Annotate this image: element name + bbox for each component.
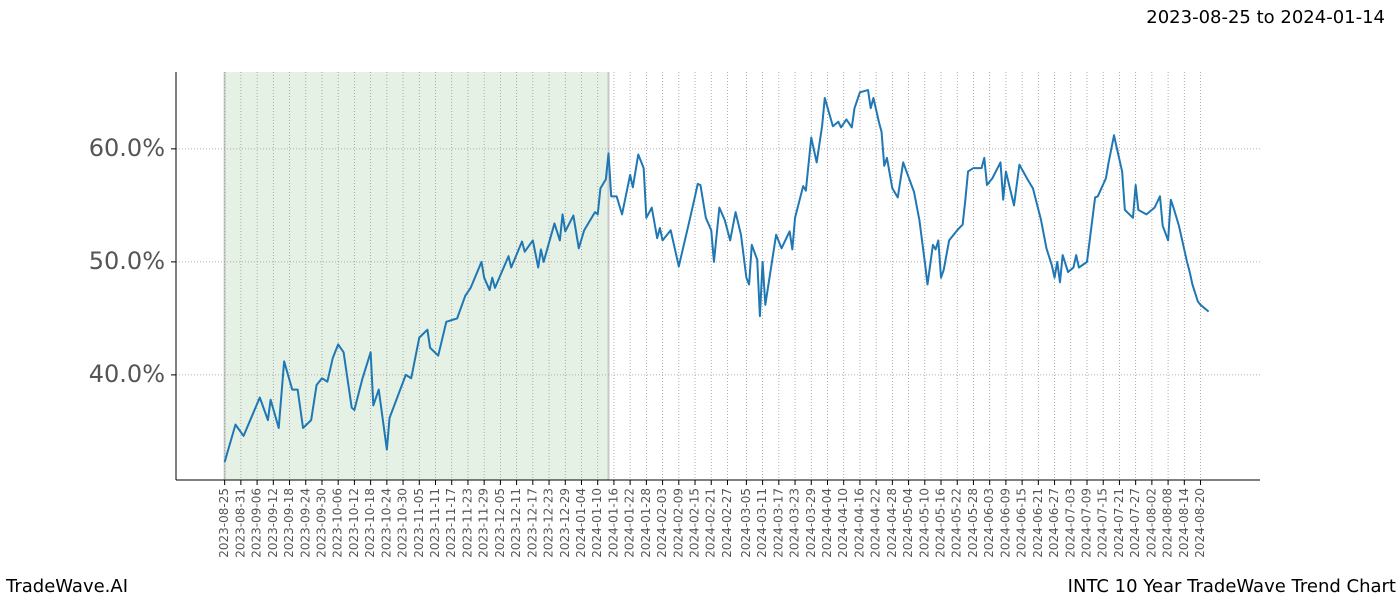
chart-title: 2023-08-25 to 2024-01-14	[1146, 7, 1385, 28]
data-layer	[223, 89, 1210, 463]
x-tick-label: 2024-06-03	[982, 488, 996, 558]
x-tick-label: 2024-07-21	[1112, 488, 1126, 558]
y-tick-label: 50.0%	[89, 247, 165, 275]
x-tick-label: 2024-05-28	[966, 488, 980, 558]
x-tick-label: 2024-07-09	[1079, 488, 1093, 558]
x-tick-label: 2023-08-25	[217, 488, 231, 558]
x-tick-label: 2023-10-30	[396, 488, 410, 558]
x-tick-label: 2023-10-06	[331, 488, 345, 558]
x-tick-label: 2024-01-04	[574, 488, 588, 558]
brand: TradeWave.AI	[5, 576, 128, 597]
x-tick-label: 2023-11-11	[428, 488, 442, 558]
x-tick-label: 2024-04-10	[836, 488, 850, 558]
x-tick-label: 2023-12-23	[542, 488, 556, 558]
x-tick-label: 2024-08-14	[1177, 488, 1191, 558]
x-tick-label: 2023-09-18	[282, 488, 296, 558]
x-tick-label: 2023-09-12	[266, 488, 280, 558]
x-tick-label: 2024-07-15	[1096, 488, 1110, 558]
x-tick-label: 2024-07-27	[1128, 488, 1142, 558]
x-tick-label: 2024-03-05	[739, 488, 753, 558]
x-tick-label: 2024-01-22	[623, 488, 637, 558]
trend-line	[223, 89, 1210, 463]
x-tick-label: 2024-02-21	[704, 488, 718, 558]
x-tick-label: 2024-05-10	[917, 488, 931, 558]
chart-caption: INTC 10 Year TradeWave Trend Chart	[1068, 576, 1396, 597]
background-layer	[223, 72, 610, 480]
x-tick-label: 2024-01-28	[639, 488, 653, 558]
x-tick-label: 2024-04-04	[820, 488, 834, 558]
x-tick-label: 2023-10-12	[347, 488, 361, 558]
x-tick-label: 2023-11-17	[444, 488, 458, 558]
x-tick-label: 2024-08-08	[1161, 488, 1175, 558]
x-tick-label: 2024-03-11	[755, 488, 769, 558]
x-tick-label: 2023-12-17	[525, 488, 539, 558]
x-tick-label: 2024-07-03	[1063, 488, 1077, 558]
x-tick-label: 2024-06-27	[1047, 488, 1061, 558]
x-tick-label: 2024-03-23	[788, 488, 802, 558]
x-tick-label: 2023-12-05	[493, 488, 507, 558]
x-tick-label: 2023-09-06	[250, 488, 264, 558]
x-tick-label: 2024-02-03	[655, 488, 669, 558]
x-tick-label: 2024-04-28	[885, 488, 899, 558]
x-tick-label: 2024-02-15	[688, 488, 702, 558]
y-tick-label: 40.0%	[89, 360, 165, 388]
x-tick-label: 2024-06-15	[1015, 488, 1029, 558]
x-tick-label: 2024-08-20	[1193, 488, 1207, 558]
x-tick-label: 2023-09-30	[314, 488, 328, 558]
x-tick-label: 2024-08-02	[1144, 488, 1158, 558]
x-tick-label: 2023-09-24	[298, 488, 312, 558]
x-tick-label: 2024-01-16	[606, 488, 620, 558]
x-tick-label: 2024-02-09	[671, 488, 685, 558]
x-tick-label: 2023-11-29	[477, 488, 491, 558]
x-tick-label: 2023-12-29	[558, 488, 572, 558]
highlight-band	[224, 72, 609, 480]
x-tick-label: 2023-11-23	[460, 488, 474, 558]
x-tick-label: 2024-04-16	[852, 488, 866, 558]
x-tick-label: 2023-10-24	[379, 488, 393, 558]
x-tick-label: 2024-05-22	[950, 488, 964, 558]
x-tick-label: 2023-12-11	[509, 488, 523, 558]
x-tick-label: 2024-05-04	[901, 488, 915, 558]
x-tick-label: 2024-01-10	[590, 488, 604, 558]
x-tick-label: 2024-05-16	[934, 488, 948, 558]
x-tick-label: 2023-08-31	[233, 488, 247, 558]
grid-layer	[176, 72, 1260, 480]
x-tick-label: 2024-06-21	[1031, 488, 1045, 558]
x-tick-label: 2024-06-09	[998, 488, 1012, 558]
label-layer: 40.0%50.0%60.0%2023-08-25 2023-08-31 2023-…	[89, 134, 1207, 558]
x-tick-label: 2023-11-05	[412, 488, 426, 558]
x-tick-label: 2024-02-27	[720, 488, 734, 558]
x-tick-label: 2024-03-29	[804, 488, 818, 558]
x-tick-label: 2024-03-17	[771, 488, 785, 558]
x-tick-label: 2024-04-22	[869, 488, 883, 558]
y-tick-label: 60.0%	[89, 134, 165, 162]
x-tick-label: 2023-10-18	[363, 488, 377, 558]
